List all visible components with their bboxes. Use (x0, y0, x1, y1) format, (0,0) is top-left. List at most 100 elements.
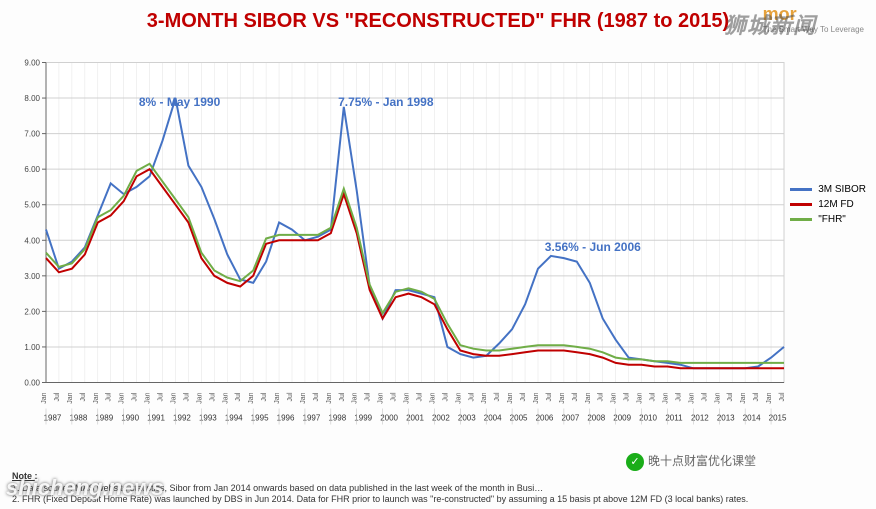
svg-text:Jul: Jul (779, 392, 786, 401)
svg-text:Jul: Jul (572, 392, 579, 401)
wechat-text: 晚十点财富优化课堂 (648, 454, 756, 468)
svg-text:2001: 2001 (406, 414, 424, 423)
legend-label: 3M SIBOR (818, 184, 866, 195)
svg-text:Jan: Jan (766, 392, 773, 403)
svg-text:Jul: Jul (442, 392, 449, 401)
svg-text:Jan: Jan (378, 392, 385, 403)
svg-text:2000: 2000 (380, 414, 398, 423)
svg-text:1990: 1990 (121, 414, 139, 423)
legend-swatch (790, 218, 812, 221)
svg-text:4.00: 4.00 (24, 236, 40, 245)
svg-text:2002: 2002 (432, 414, 450, 423)
svg-text:Jul: Jul (106, 392, 113, 401)
svg-text:Jan: Jan (145, 392, 152, 403)
svg-text:2003: 2003 (458, 414, 476, 423)
svg-text:2014: 2014 (743, 414, 761, 423)
legend: 3M SIBOR 12M FD "FHR" (790, 180, 866, 229)
watermark-bottom: shicheng.news (6, 475, 164, 501)
svg-text:0.00: 0.00 (24, 379, 40, 388)
legend-swatch (790, 203, 812, 206)
svg-text:Jan: Jan (559, 392, 566, 403)
svg-text:Jul: Jul (261, 392, 268, 401)
svg-text:Jan: Jan (611, 392, 618, 403)
svg-text:Jan: Jan (455, 392, 462, 403)
svg-text:2012: 2012 (691, 414, 709, 423)
svg-text:Jul: Jul (624, 392, 631, 401)
svg-text:Jan: Jan (196, 392, 203, 403)
chart-area: 0.001.002.003.004.005.006.007.008.009.00… (8, 40, 868, 449)
chart-annotation: 7.75% - Jan 1998 (338, 95, 433, 109)
legend-label: 12M FD (818, 199, 854, 210)
svg-text:Jan: Jan (429, 392, 436, 403)
svg-text:Jan: Jan (481, 392, 488, 403)
svg-text:Jan: Jan (274, 392, 281, 403)
chart-annotation: 3.56% - Jun 2006 (545, 240, 641, 254)
svg-text:1994: 1994 (225, 414, 243, 423)
svg-text:1999: 1999 (354, 414, 372, 423)
svg-text:Jan: Jan (248, 392, 255, 403)
svg-text:2015: 2015 (769, 414, 787, 423)
svg-text:Jul: Jul (183, 392, 190, 401)
svg-text:Jan: Jan (637, 392, 644, 403)
svg-text:Jul: Jul (546, 392, 553, 401)
svg-text:Jul: Jul (494, 392, 501, 401)
svg-text:1988: 1988 (69, 414, 87, 423)
svg-text:Jul: Jul (339, 392, 346, 401)
svg-text:2009: 2009 (613, 414, 631, 423)
svg-text:5.00: 5.00 (24, 201, 40, 210)
svg-text:Jan: Jan (41, 392, 48, 403)
svg-text:Jul: Jul (54, 392, 61, 401)
svg-text:Jan: Jan (533, 392, 540, 403)
svg-text:1987: 1987 (44, 414, 62, 423)
svg-text:Jul: Jul (598, 392, 605, 401)
svg-text:Jan: Jan (67, 392, 74, 403)
wechat-badge: ✓ 晚十点财富优化课堂 (626, 452, 756, 471)
wechat-icon: ✓ (626, 453, 644, 471)
svg-text:1998: 1998 (328, 414, 346, 423)
svg-text:Jul: Jul (287, 392, 294, 401)
svg-text:2008: 2008 (587, 414, 605, 423)
svg-text:Jul: Jul (753, 392, 760, 401)
svg-text:Jul: Jul (727, 392, 734, 401)
svg-text:1997: 1997 (303, 414, 321, 423)
svg-text:Jul: Jul (468, 392, 475, 401)
svg-text:Jul: Jul (520, 392, 527, 401)
svg-text:6.00: 6.00 (24, 165, 40, 174)
svg-text:Jan: Jan (352, 392, 359, 403)
svg-text:2.00: 2.00 (24, 307, 40, 316)
svg-text:2005: 2005 (510, 414, 528, 423)
legend-swatch (790, 188, 812, 191)
svg-text:2007: 2007 (561, 414, 579, 423)
svg-text:Jul: Jul (313, 392, 320, 401)
svg-text:Jan: Jan (300, 392, 307, 403)
svg-text:Jan: Jan (714, 392, 721, 403)
chart-page: mor The Smart Way To Leverage 狮城新闻 3-MON… (0, 0, 876, 509)
svg-text:8.00: 8.00 (24, 94, 40, 103)
svg-text:Jul: Jul (80, 392, 87, 401)
svg-text:Jul: Jul (701, 392, 708, 401)
svg-text:2010: 2010 (639, 414, 657, 423)
legend-label: "FHR" (818, 214, 846, 225)
svg-text:Jan: Jan (326, 392, 333, 403)
watermark-top: 狮城新闻 (724, 8, 816, 40)
chart-svg: 0.001.002.003.004.005.006.007.008.009.00… (8, 40, 868, 449)
svg-text:Jul: Jul (132, 392, 139, 401)
svg-text:Jan: Jan (740, 392, 747, 403)
svg-text:2006: 2006 (536, 414, 554, 423)
svg-text:Jan: Jan (662, 392, 669, 403)
svg-text:3.00: 3.00 (24, 272, 40, 281)
svg-text:9.00: 9.00 (24, 59, 40, 68)
svg-text:2004: 2004 (484, 414, 502, 423)
svg-text:1992: 1992 (173, 414, 191, 423)
svg-text:Jul: Jul (650, 392, 657, 401)
svg-text:Jan: Jan (507, 392, 514, 403)
svg-text:1989: 1989 (95, 414, 113, 423)
svg-text:Jul: Jul (391, 392, 398, 401)
svg-text:1995: 1995 (251, 414, 269, 423)
svg-text:Jul: Jul (209, 392, 216, 401)
svg-text:Jan: Jan (119, 392, 126, 403)
svg-text:1991: 1991 (147, 414, 165, 423)
svg-text:Jan: Jan (170, 392, 177, 403)
svg-text:1.00: 1.00 (24, 343, 40, 352)
svg-text:2011: 2011 (665, 414, 683, 423)
